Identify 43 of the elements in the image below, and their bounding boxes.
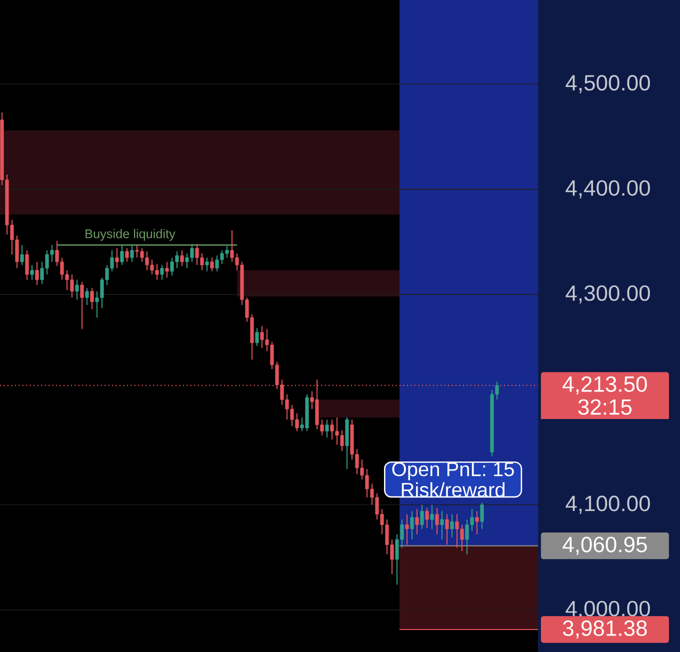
ref-line-label: 3,981.38 [562, 620, 647, 639]
candlestick [75, 279, 79, 300]
y-tick-label: 4,500.00 [566, 75, 650, 94]
candlestick [80, 281, 84, 330]
candlestick [30, 264, 34, 280]
candlestick [165, 261, 169, 278]
y-tick-label: 4,400.00 [566, 180, 650, 198]
y-tick-label: 4,300.00 [566, 285, 650, 304]
candlestick [180, 250, 184, 267]
candlestick [480, 502, 484, 530]
candlestick [435, 507, 439, 535]
candlestick [425, 507, 429, 528]
candlestick [115, 248, 119, 269]
candlestick [405, 514, 409, 546]
candlestick [415, 508, 419, 535]
candlestick [85, 288, 89, 306]
candlestick [440, 510, 444, 540]
y-tick-label: 4,000.00 [566, 600, 650, 620]
ref-line-label: 4,060.95 [562, 536, 647, 555]
candlestick [255, 328, 259, 346]
candlestick [20, 244, 24, 266]
annotation: Risk/reward [402, 482, 505, 497]
candlestick [130, 244, 134, 262]
candlestick [420, 504, 424, 530]
candlestick [450, 514, 454, 538]
candlestick [205, 257, 209, 272]
y-tick-label: 4,100.00 [566, 496, 650, 514]
candlestick [325, 419, 329, 438]
candlestick [410, 510, 414, 540]
candlestick [25, 250, 29, 280]
candlestick [120, 244, 124, 266]
candlestick [475, 510, 479, 535]
ref-line-label: 4,213.50 [562, 376, 647, 395]
candlestick [125, 248, 129, 262]
candlestick [90, 288, 94, 310]
candlestick [210, 257, 214, 272]
candlestick [430, 504, 434, 530]
candlestick [35, 261, 39, 286]
candlestick [445, 514, 449, 546]
ref-line-label: Buyside liquidity [86, 228, 176, 241]
candlestick [160, 264, 164, 280]
annotation: Open PnL: 15 [392, 462, 514, 480]
text: 32:15 [578, 399, 632, 415]
